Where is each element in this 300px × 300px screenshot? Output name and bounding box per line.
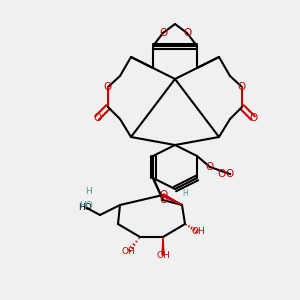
Text: HO: HO — [78, 202, 92, 211]
Text: O: O — [93, 113, 101, 123]
Text: OH: OH — [156, 250, 170, 260]
Text: O: O — [249, 113, 257, 123]
Polygon shape — [162, 237, 164, 255]
Text: O: O — [104, 82, 112, 92]
Text: O: O — [183, 28, 191, 38]
Text: O: O — [218, 169, 226, 179]
Text: H: H — [182, 188, 188, 197]
Text: O: O — [226, 169, 234, 179]
Text: OH: OH — [191, 227, 205, 236]
Text: H: H — [85, 188, 92, 196]
Text: O: O — [206, 162, 214, 172]
Polygon shape — [162, 194, 182, 205]
Text: OH: OH — [121, 248, 135, 256]
Text: O: O — [159, 190, 167, 200]
Text: O: O — [159, 28, 167, 38]
Text: O: O — [238, 82, 246, 92]
Text: HO: HO — [79, 200, 93, 209]
Text: O: O — [159, 195, 167, 205]
